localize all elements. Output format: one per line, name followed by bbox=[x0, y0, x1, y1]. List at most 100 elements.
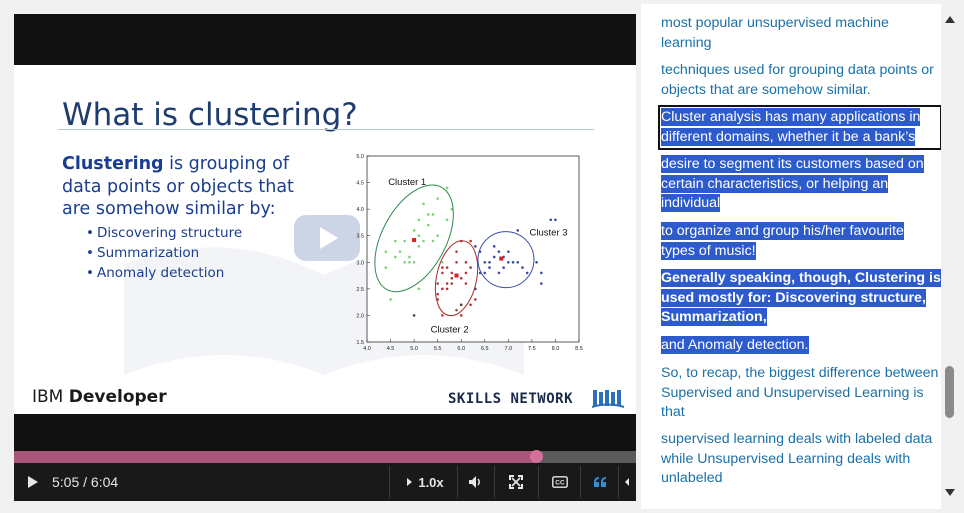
x-tick-label: 7.0 bbox=[505, 346, 513, 351]
cluster-1-boundary bbox=[374, 184, 454, 293]
data-point bbox=[441, 260, 444, 264]
video-frame[interactable]: What is clustering? Clustering is groupi… bbox=[14, 65, 636, 414]
data-point bbox=[464, 260, 468, 264]
data-point bbox=[497, 271, 501, 275]
cluster-3-boundary bbox=[477, 231, 535, 289]
data-point bbox=[483, 260, 487, 264]
transcript-segment[interactable]: supervised learning deals with labeled d… bbox=[661, 430, 941, 489]
transcript-segment[interactable]: So, to recap, the biggest difference bet… bbox=[661, 364, 941, 423]
data-point bbox=[441, 287, 444, 291]
play-overlay-icon[interactable] bbox=[294, 215, 360, 261]
data-point bbox=[535, 260, 538, 264]
x-tick-label: 4.0 bbox=[363, 346, 371, 351]
closed-captions-button[interactable]: CC bbox=[545, 463, 575, 501]
data-point bbox=[502, 266, 505, 269]
volume-button[interactable] bbox=[462, 463, 490, 501]
y-tick-label: 3.5 bbox=[356, 234, 364, 240]
play-button[interactable] bbox=[22, 463, 44, 501]
data-point bbox=[464, 282, 468, 285]
transcript-toggle-button[interactable] bbox=[585, 463, 615, 501]
data-point bbox=[441, 266, 444, 269]
data-point bbox=[450, 276, 454, 280]
data-point bbox=[431, 239, 435, 243]
transcript-segment-current[interactable]: Cluster analysis has many applications i… bbox=[658, 104, 941, 151]
transcript-text: and Anomaly detection. bbox=[661, 336, 809, 354]
transcript-scrollbar[interactable] bbox=[943, 14, 957, 500]
data-point bbox=[497, 250, 501, 253]
data-point bbox=[445, 282, 449, 285]
data-point bbox=[445, 218, 449, 222]
data-point bbox=[450, 271, 454, 275]
fullscreen-button[interactable] bbox=[501, 463, 531, 501]
data-point bbox=[393, 239, 397, 243]
data-point bbox=[474, 298, 477, 301]
transcript-text: most popular unsupervised machine learni… bbox=[661, 15, 889, 51]
transcript-text: supervised learning deals with labeled d… bbox=[661, 431, 933, 487]
x-tick-label: 5.5 bbox=[434, 346, 442, 351]
x-tick-label: 7.5 bbox=[528, 346, 536, 351]
scroll-down-icon[interactable] bbox=[945, 489, 955, 496]
data-point bbox=[459, 276, 463, 280]
transcript-quote-icon bbox=[594, 477, 606, 487]
play-icon bbox=[28, 476, 38, 488]
slide-divider bbox=[58, 129, 594, 130]
data-point bbox=[474, 245, 477, 248]
video-player[interactable]: What is clustering? Clustering is groupi… bbox=[14, 14, 636, 501]
data-point bbox=[450, 207, 454, 211]
definition-text: is grouping of data points or objects th… bbox=[62, 154, 294, 219]
data-point bbox=[417, 287, 421, 291]
transcript-segment[interactable]: and Anomaly detection. bbox=[661, 336, 941, 356]
transcript-segment[interactable]: Generally speaking, though, Clustering i… bbox=[661, 269, 941, 328]
data-point bbox=[525, 271, 529, 275]
data-point bbox=[412, 260, 416, 264]
y-tick-label: 2.5 bbox=[356, 287, 364, 293]
data-point bbox=[511, 260, 515, 264]
progress-bar[interactable] bbox=[14, 450, 636, 463]
slide-definition: Clustering is grouping of data points or… bbox=[62, 153, 312, 221]
cluster-2-boundary bbox=[434, 240, 479, 317]
y-tick-label: 4.5 bbox=[356, 181, 364, 187]
slide-bullets: Discovering structure Summarization Anom… bbox=[86, 223, 242, 283]
more-controls-button[interactable] bbox=[620, 463, 634, 501]
cluster-1-label: Cluster 1 bbox=[388, 177, 426, 188]
outlier-point bbox=[459, 303, 463, 307]
bullet-item: Anomaly detection bbox=[86, 263, 242, 283]
closed-captions-icon: CC bbox=[552, 476, 568, 488]
progress-handle[interactable] bbox=[530, 450, 544, 463]
data-point bbox=[422, 202, 425, 206]
data-point bbox=[436, 197, 439, 200]
scroll-thumb[interactable] bbox=[945, 366, 954, 418]
data-point bbox=[417, 218, 421, 222]
bullet-item: Discovering structure bbox=[86, 223, 242, 243]
transcript-text: techniques used for grouping data points… bbox=[661, 62, 934, 98]
outlier-point bbox=[412, 314, 416, 317]
chevron-right-icon bbox=[407, 478, 413, 486]
control-bar: 5:05 / 6:04 1.0x CC bbox=[14, 463, 636, 501]
definition-term: Clustering bbox=[62, 154, 164, 174]
data-point bbox=[507, 260, 510, 264]
transcript-segment[interactable]: techniques used for grouping data points… bbox=[661, 61, 941, 100]
transcript-segment[interactable]: desire to segment its customers based on… bbox=[661, 155, 941, 214]
plot-area bbox=[366, 155, 580, 343]
data-point bbox=[403, 260, 406, 264]
data-point bbox=[431, 213, 435, 216]
x-tick-label: 4.5 bbox=[387, 346, 395, 351]
transcript-text: Generally speaking, though, Clustering i… bbox=[661, 269, 941, 327]
data-point bbox=[441, 271, 444, 275]
x-tick-label: 6.5 bbox=[481, 346, 489, 351]
cluster-centroid bbox=[412, 237, 417, 242]
data-point bbox=[398, 250, 402, 253]
time-display: 5:05 / 6:04 bbox=[52, 474, 119, 490]
data-point bbox=[488, 260, 491, 264]
transcript-segment[interactable]: to organize and group his/her favourite … bbox=[661, 222, 941, 261]
playback-speed-button[interactable]: 1.0x bbox=[394, 463, 456, 501]
transcript-segment[interactable]: most popular unsupervised machine learni… bbox=[661, 14, 941, 53]
scroll-up-icon[interactable] bbox=[945, 16, 955, 23]
y-tick-label: 5.0 bbox=[356, 154, 364, 160]
data-point bbox=[549, 218, 553, 222]
transcript-panel[interactable]: most popular unsupervised machine learni… bbox=[641, 4, 941, 509]
data-point bbox=[408, 255, 411, 259]
data-point bbox=[412, 229, 416, 232]
ibm-logo-text: IBM bbox=[32, 387, 69, 407]
data-point bbox=[540, 271, 543, 275]
